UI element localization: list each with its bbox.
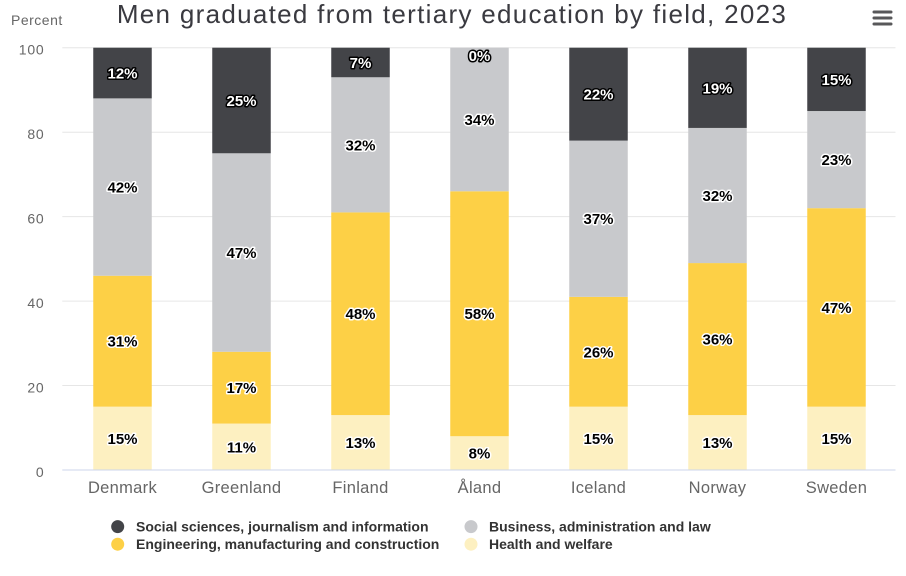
svg-text:0: 0	[36, 464, 45, 480]
svg-text:13%: 13%	[702, 435, 732, 452]
svg-text:31%: 31%	[107, 334, 137, 351]
svg-text:Åland: Åland	[458, 478, 502, 497]
svg-text:8%: 8%	[469, 446, 491, 463]
svg-text:40: 40	[27, 295, 44, 311]
svg-text:12%: 12%	[107, 66, 137, 83]
svg-text:Denmark: Denmark	[88, 479, 157, 497]
svg-text:23%: 23%	[821, 152, 851, 169]
svg-text:7%: 7%	[350, 55, 372, 72]
svg-text:32%: 32%	[345, 137, 375, 154]
svg-text:Engineering, manufacturing and: Engineering, manufacturing and construct…	[136, 536, 439, 552]
svg-text:Health and welfare: Health and welfare	[489, 536, 613, 552]
svg-text:Sweden: Sweden	[806, 479, 867, 497]
svg-text:15%: 15%	[821, 431, 851, 448]
svg-text:47%: 47%	[226, 245, 256, 262]
svg-text:0%: 0%	[469, 48, 491, 65]
svg-text:Business, administration and l: Business, administration and law	[489, 519, 711, 535]
svg-text:32%: 32%	[702, 188, 732, 205]
svg-text:100: 100	[19, 42, 45, 58]
svg-text:Iceland: Iceland	[571, 479, 626, 497]
svg-text:13%: 13%	[345, 435, 375, 452]
svg-text:11%: 11%	[227, 439, 256, 456]
svg-text:Men graduated from tertiary ed: Men graduated from tertiary education by…	[117, 0, 787, 29]
svg-text:15%: 15%	[107, 431, 137, 448]
svg-text:17%: 17%	[226, 380, 256, 397]
svg-text:60: 60	[27, 211, 44, 227]
svg-text:25%: 25%	[226, 93, 256, 110]
svg-text:58%: 58%	[464, 306, 494, 323]
svg-text:37%: 37%	[583, 211, 613, 228]
svg-text:19%: 19%	[702, 80, 732, 97]
svg-text:22%: 22%	[583, 87, 613, 104]
svg-text:26%: 26%	[583, 344, 613, 361]
svg-text:Greenland: Greenland	[202, 479, 282, 497]
svg-text:15%: 15%	[583, 431, 613, 448]
svg-text:Norway: Norway	[689, 479, 747, 497]
svg-text:80: 80	[27, 126, 44, 142]
svg-text:48%: 48%	[345, 306, 375, 323]
svg-text:47%: 47%	[821, 300, 851, 317]
svg-text:20: 20	[27, 380, 44, 396]
svg-text:Finland: Finland	[332, 479, 388, 497]
svg-text:Percent: Percent	[11, 12, 63, 28]
svg-text:Social sciences, journalism an: Social sciences, journalism and informat…	[136, 519, 429, 535]
svg-text:42%: 42%	[107, 180, 137, 197]
svg-text:15%: 15%	[821, 72, 851, 89]
svg-text:36%: 36%	[702, 332, 732, 349]
svg-text:34%: 34%	[464, 112, 494, 129]
